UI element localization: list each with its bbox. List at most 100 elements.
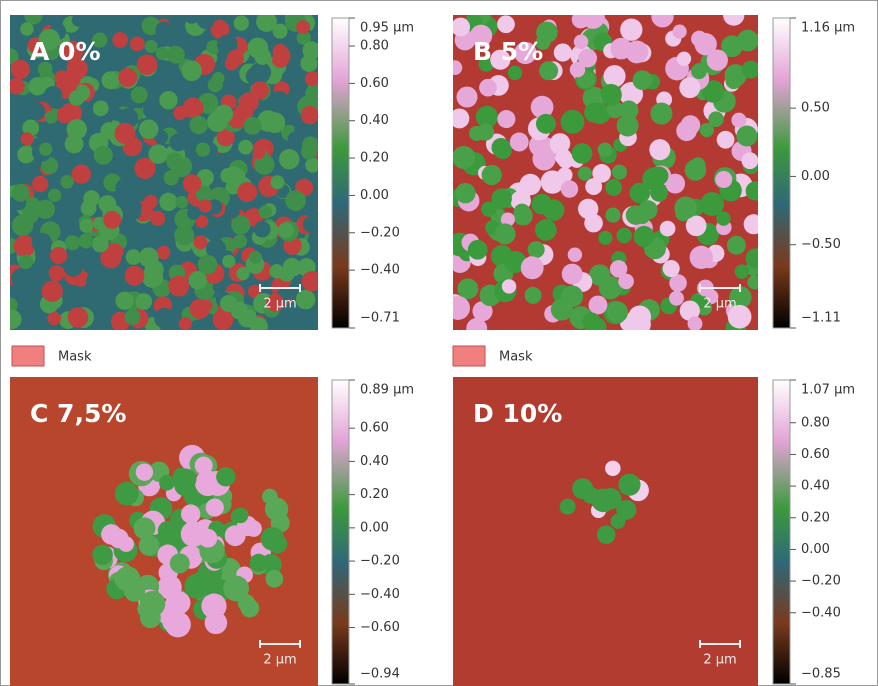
colorbar-tick-label: −0.40 bbox=[360, 587, 400, 602]
particle bbox=[265, 112, 286, 133]
particle bbox=[249, 251, 262, 264]
particle bbox=[562, 264, 583, 285]
particle bbox=[508, 66, 522, 80]
colorbar-tick-label: 0.00 bbox=[360, 188, 389, 203]
particle bbox=[528, 241, 545, 258]
particle bbox=[747, 275, 761, 289]
particle bbox=[469, 126, 484, 141]
particle bbox=[92, 235, 109, 252]
particle bbox=[39, 142, 52, 155]
particle bbox=[452, 146, 475, 169]
mask-swatch bbox=[12, 346, 44, 366]
particle bbox=[726, 72, 743, 89]
particle bbox=[140, 591, 166, 617]
particle bbox=[448, 60, 463, 75]
particle bbox=[94, 146, 113, 165]
particle bbox=[598, 231, 612, 245]
particle bbox=[169, 133, 187, 151]
particle bbox=[65, 220, 80, 235]
particle bbox=[170, 553, 190, 573]
particle bbox=[65, 134, 84, 153]
particle bbox=[502, 279, 516, 293]
particle bbox=[742, 61, 760, 79]
particle bbox=[259, 205, 272, 218]
scale-bar-label: 2 µm bbox=[263, 297, 296, 312]
particle bbox=[11, 60, 30, 79]
particle bbox=[143, 102, 160, 119]
particle bbox=[570, 62, 585, 77]
particle bbox=[114, 123, 135, 144]
particle bbox=[744, 214, 764, 234]
particle bbox=[633, 70, 653, 90]
particle bbox=[179, 317, 192, 330]
particle bbox=[716, 211, 730, 225]
particle bbox=[466, 318, 487, 339]
particle bbox=[457, 87, 478, 108]
particle bbox=[189, 116, 207, 134]
mask-legend: Mask bbox=[58, 350, 92, 365]
particle bbox=[305, 84, 325, 104]
colorbar-tick-label: 1.16 µm bbox=[801, 21, 855, 36]
particle bbox=[612, 165, 627, 180]
particle bbox=[206, 498, 224, 516]
particle bbox=[272, 51, 289, 68]
colorbar-tick-label: −1.11 bbox=[801, 311, 841, 326]
particle bbox=[532, 147, 555, 170]
particle bbox=[676, 120, 697, 141]
panel-label: D 10% bbox=[473, 399, 562, 428]
particle bbox=[634, 226, 655, 247]
particle bbox=[497, 110, 515, 128]
particle bbox=[560, 110, 584, 134]
particle bbox=[296, 20, 310, 34]
particle bbox=[114, 570, 132, 588]
scale-bar-label: 2 µm bbox=[703, 653, 736, 668]
particle bbox=[650, 167, 668, 185]
particle bbox=[136, 293, 153, 310]
particle bbox=[164, 170, 179, 185]
particle bbox=[610, 514, 625, 529]
particle bbox=[616, 228, 631, 243]
particle bbox=[694, 33, 716, 55]
colorbar-tick-label: 1.07 µm bbox=[801, 383, 855, 398]
particle bbox=[494, 223, 515, 244]
particle bbox=[196, 142, 210, 156]
particle bbox=[449, 109, 469, 129]
particle bbox=[589, 296, 608, 315]
particle bbox=[171, 617, 187, 633]
particle bbox=[175, 196, 188, 209]
particle bbox=[663, 260, 680, 277]
particle bbox=[27, 273, 42, 288]
particle bbox=[244, 117, 262, 135]
scale-bar-label: 2 µm bbox=[703, 297, 736, 312]
particle bbox=[2, 309, 22, 329]
particle bbox=[532, 194, 553, 215]
particle bbox=[222, 255, 235, 268]
particle bbox=[301, 106, 319, 124]
particle bbox=[109, 529, 129, 549]
colorbar-tick-label: 0.60 bbox=[360, 76, 389, 91]
particle bbox=[514, 204, 531, 221]
particle bbox=[708, 111, 724, 127]
particle bbox=[551, 298, 573, 320]
particle bbox=[78, 233, 93, 248]
particle bbox=[618, 274, 634, 290]
particle bbox=[131, 86, 148, 103]
particle bbox=[591, 489, 615, 513]
particle bbox=[57, 107, 74, 124]
particle bbox=[302, 41, 320, 59]
particle bbox=[521, 256, 544, 279]
particle bbox=[620, 19, 642, 41]
particle bbox=[270, 175, 284, 189]
particle bbox=[216, 467, 235, 486]
particle bbox=[482, 165, 502, 185]
particle bbox=[212, 72, 225, 85]
particle bbox=[183, 174, 202, 193]
colorbar-tick-label: −0.40 bbox=[801, 605, 841, 620]
particle bbox=[174, 225, 194, 245]
particle bbox=[251, 81, 269, 99]
particle bbox=[650, 102, 672, 124]
colorbar bbox=[332, 380, 349, 684]
particle bbox=[254, 48, 271, 65]
particle bbox=[598, 143, 613, 158]
particle bbox=[735, 264, 750, 279]
